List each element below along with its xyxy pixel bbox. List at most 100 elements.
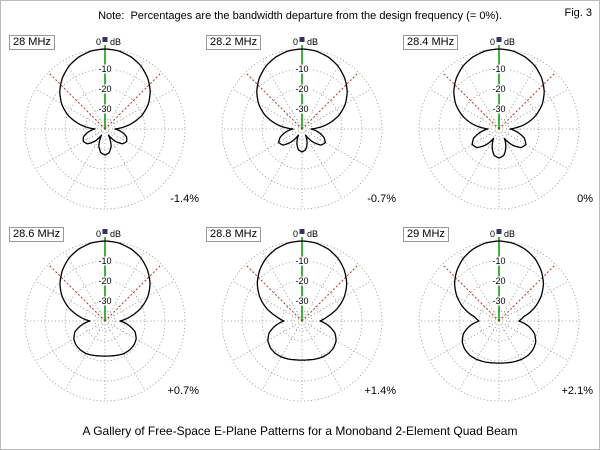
polar-grid: [24, 240, 186, 402]
polar-plot-28-mhz: -10 -20 -30 0 dB: [24, 37, 186, 210]
red-45deg-line: [498, 264, 556, 322]
zero-db-label: 0: [293, 229, 298, 239]
red-45deg-line: [245, 72, 303, 130]
panel-28-6-mhz: 28.6 MHz -10 -20 -30 0 dB +0.7%: [7, 221, 203, 411]
ring-label-backing: [490, 64, 508, 74]
zero-db-label: 0: [490, 37, 495, 47]
radiation-pattern: [59, 240, 151, 357]
ring-label: -10: [98, 256, 111, 266]
polar-plot-28-6-mhz: -10 -20 -30 0 dB: [24, 229, 186, 402]
zero-db-unit: dB: [110, 229, 121, 239]
ring-label: -30: [492, 104, 505, 114]
zero-db-label: 0: [96, 37, 101, 47]
ring-label: -20: [98, 276, 111, 286]
percent-label: +0.7%: [167, 385, 200, 397]
zero-db-unit: dB: [307, 229, 318, 239]
ring-label-backing: [490, 256, 508, 266]
figure-number: Fig. 3: [564, 7, 592, 19]
ring-label: -30: [492, 296, 505, 306]
ring-label-backing: [96, 64, 114, 74]
ring-label: -10: [295, 64, 308, 74]
ring-label-backing: [293, 256, 311, 266]
frequency-label: 28.2 MHz: [206, 35, 262, 50]
cursor-marker: [496, 229, 502, 234]
ring-label-backing: [490, 296, 508, 306]
ring-label: -30: [98, 296, 111, 306]
ring-label: -20: [492, 276, 505, 286]
radiation-pattern: [59, 48, 151, 156]
red-45deg-line: [498, 72, 556, 130]
zero-db-label: 0: [96, 229, 101, 239]
cursor-marker: [102, 229, 108, 234]
polar-grid: [221, 240, 383, 402]
ring-label-backing: [96, 256, 114, 266]
ring-label: -20: [295, 84, 308, 94]
zero-db-unit: dB: [504, 229, 515, 239]
ring-label-backing: [293, 104, 311, 114]
frequency-label: 28.4 MHz: [403, 35, 459, 50]
ring-label-backing: [490, 276, 508, 286]
ring-label: -10: [492, 64, 505, 74]
ring-label-backing: [490, 84, 508, 94]
red-45deg-line: [104, 72, 162, 130]
percent-label: +2.1%: [561, 385, 594, 397]
red-45deg-line: [48, 72, 106, 130]
panel-29-mhz: 29 MHz -10 -20 -30 0 dB +2.1%: [401, 221, 597, 411]
ring-label: -10: [295, 256, 308, 266]
red-45deg-line: [442, 264, 500, 322]
frequency-label: 28.8 MHz: [206, 227, 262, 242]
radiation-pattern: [453, 48, 545, 159]
percent-label: -1.4%: [170, 193, 199, 205]
ring-label: -30: [295, 296, 308, 306]
ring-label-backing: [293, 84, 311, 94]
cursor-marker: [496, 37, 502, 42]
radiation-pattern: [256, 240, 348, 361]
ring-label-backing: [96, 276, 114, 286]
polar-grid: [418, 48, 580, 210]
frequency-label: 28.6 MHz: [9, 227, 65, 242]
polar-plot-29-mhz: -10 -20 -30 0 dB: [418, 229, 580, 402]
red-45deg-line: [301, 72, 359, 130]
zero-db-unit: dB: [307, 37, 318, 47]
frequency-label: 28 MHz: [9, 35, 55, 50]
cursor-marker: [299, 37, 305, 42]
radiation-pattern: [453, 240, 545, 364]
ring-label: -10: [492, 256, 505, 266]
ring-label: -30: [295, 104, 308, 114]
panel-28-4-mhz: 28.4 MHz -10 -20 -30 0 dB 0%: [401, 29, 597, 219]
red-45deg-line: [48, 264, 106, 322]
percent-label: +1.4%: [364, 385, 397, 397]
red-45deg-line: [442, 72, 500, 130]
ring-label: -20: [98, 84, 111, 94]
figure-caption: A Gallery of Free-Space E-Plane Patterns…: [82, 424, 518, 438]
polar-grid: [24, 48, 186, 210]
zero-db-label: 0: [490, 229, 495, 239]
polar-grid: [221, 48, 383, 210]
percent-label: 0%: [577, 193, 593, 205]
frequency-label: 29 MHz: [403, 227, 449, 242]
ring-label: -20: [295, 276, 308, 286]
ring-label-backing: [96, 296, 114, 306]
zero-db-unit: dB: [504, 37, 515, 47]
polar-plot-28-8-mhz: -10 -20 -30 0 dB: [221, 229, 383, 402]
ring-label: -10: [98, 64, 111, 74]
red-45deg-line: [104, 264, 162, 322]
panel-28-8-mhz: 28.8 MHz -10 -20 -30 0 dB +1.4%: [204, 221, 400, 411]
zero-db-unit: dB: [110, 37, 121, 47]
ring-label-backing: [293, 64, 311, 74]
cursor-marker: [299, 229, 305, 234]
ring-label: -20: [492, 84, 505, 94]
panel-28-mhz: 28 MHz -10 -20 -30 0 dB -1.4%: [7, 29, 203, 219]
panel-28-2-mhz: 28.2 MHz -10 -20 -30 0 dB -0.7%: [204, 29, 400, 219]
percent-label: -0.7%: [367, 193, 396, 205]
ring-label-backing: [490, 104, 508, 114]
ring-label: -30: [98, 104, 111, 114]
red-45deg-line: [245, 264, 303, 322]
zero-db-label: 0: [293, 37, 298, 47]
ring-label-backing: [293, 276, 311, 286]
cursor-marker: [102, 37, 108, 42]
polar-grid: [418, 240, 580, 402]
polar-plot-28-4-mhz: -10 -20 -30 0 dB: [418, 37, 580, 210]
ring-label-backing: [96, 104, 114, 114]
